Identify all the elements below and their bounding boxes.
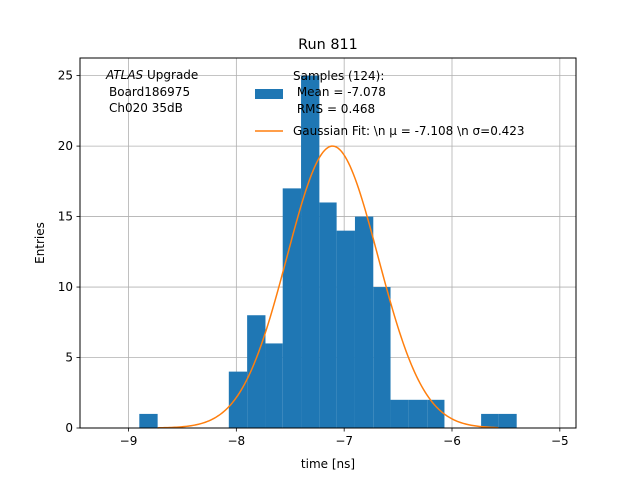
histogram-bars <box>139 75 517 428</box>
histogram-bar <box>247 315 266 428</box>
legend: Samples (124): Mean = -7.078 RMS = 0.468… <box>255 69 525 138</box>
y-tick-label: 15 <box>58 210 73 224</box>
legend-histogram-swatch <box>255 89 283 99</box>
annotation-channel: Ch020 35dB <box>109 101 183 115</box>
y-tick-label: 5 <box>65 351 73 365</box>
histogram-bar <box>139 413 158 428</box>
annotation-upgrade: Upgrade <box>143 68 198 82</box>
x-tick-label: −7 <box>335 434 353 448</box>
histogram-bar <box>498 413 517 428</box>
legend-fit-label: Gaussian Fit: \n μ = -7.108 \n σ=0.423 <box>293 124 525 138</box>
plot-frame <box>79 57 577 429</box>
legend-samples-line-1: Samples (124): <box>293 69 384 83</box>
histogram-bar <box>319 202 337 428</box>
x-tick-label: −6 <box>443 434 461 448</box>
axis-ticks: −9 −8 −7 −6 −5 0 5 10 15 20 25 <box>58 69 569 448</box>
histogram-bar <box>336 230 355 428</box>
histogram-bar <box>282 188 302 428</box>
y-axis-label: Entries <box>33 222 47 264</box>
y-tick-label: 20 <box>58 139 73 153</box>
histogram-bar <box>481 413 499 428</box>
x-tick-label: −8 <box>227 434 245 448</box>
histogram-bar <box>427 399 445 428</box>
histogram-bar <box>354 216 374 428</box>
svg-text:ATLAS Upgrade: ATLAS Upgrade <box>105 68 198 82</box>
histogram-bar <box>373 287 391 428</box>
chart-title: Run 811 <box>298 37 358 53</box>
gaussian-fit-line <box>157 145 499 429</box>
x-tick-label: −9 <box>120 434 138 448</box>
x-tick-label: −5 <box>551 434 569 448</box>
histogram-bar <box>265 343 283 428</box>
annotation-box: ATLAS Upgrade Board186975 Ch020 35dB <box>105 68 198 115</box>
y-tick-label: 10 <box>58 280 73 294</box>
legend-samples-line-2: Mean = -7.078 <box>293 85 386 99</box>
histogram-bar <box>228 371 248 428</box>
annotation-atlas: ATLAS <box>105 68 144 82</box>
legend-samples-line-3: RMS = 0.468 <box>293 102 375 116</box>
histogram-bar <box>390 399 409 428</box>
histogram-bar <box>301 75 320 428</box>
annotation-board: Board186975 <box>109 85 190 99</box>
x-axis-label: time [ns] <box>301 457 355 471</box>
gaussian-fit <box>157 145 499 429</box>
histogram-bar <box>408 399 428 428</box>
y-tick-label: 25 <box>58 69 73 83</box>
y-tick-label: 0 <box>65 421 73 435</box>
